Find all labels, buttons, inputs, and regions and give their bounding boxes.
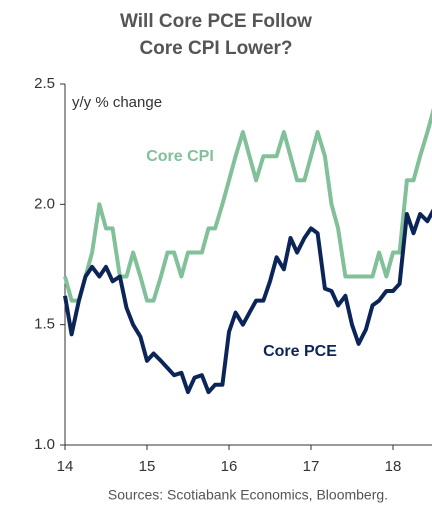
chart-title: Will Core PCE Follow (120, 11, 312, 32)
source: Sources: Scotiabank Economics, Bloomberg… (108, 487, 388, 503)
y-tick-label: 2.0 (34, 195, 55, 212)
x-tick-label: 17 (303, 458, 320, 475)
y-tick-label: 1.5 (34, 316, 55, 333)
x-tick-label: 18 (385, 458, 402, 475)
series-line (63, 208, 432, 395)
y-axis-label: y/y % change (72, 94, 162, 111)
y-tick-label: 1.0 (34, 436, 55, 453)
series-label: Core CPI (146, 148, 214, 165)
chart-title: Core CPI Lower? (139, 38, 292, 59)
y-tick-label: 2.5 (34, 75, 55, 92)
series-label: Core PCE (263, 343, 337, 360)
x-tick-label: 15 (139, 458, 156, 475)
series-line (63, 107, 432, 303)
x-tick-label: 14 (57, 458, 74, 475)
x-tick-label: 16 (221, 458, 238, 475)
